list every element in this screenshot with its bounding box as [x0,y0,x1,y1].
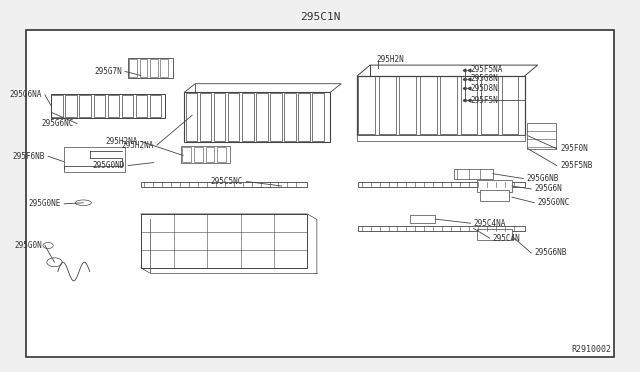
Text: 295G6NB: 295G6NB [534,248,567,257]
Bar [228,93,239,141]
Bar [477,180,512,192]
Bar [480,190,509,201]
Bar [205,147,214,162]
Bar [184,92,330,142]
Ellipse shape [76,200,92,205]
Bar [477,229,512,240]
Text: R2910002: R2910002 [572,345,611,354]
Bar [141,214,307,268]
Text: 295G8N: 295G8N [470,74,498,83]
Bar [399,76,416,134]
Circle shape [47,258,62,267]
Text: 295G6NC: 295G6NC [42,119,74,128]
Bar [129,59,137,77]
Bar [186,93,197,141]
Bar [481,76,498,134]
Bar [150,59,157,77]
Bar [140,59,147,77]
Text: 295F5NB: 295F5NB [560,161,593,170]
Bar [440,76,457,134]
Bar [358,182,525,187]
Bar [461,76,477,134]
Bar [358,76,375,134]
Bar [93,95,105,117]
Bar [141,182,307,187]
Bar [270,93,282,141]
Bar [420,76,436,134]
Bar [379,76,396,134]
FancyBboxPatch shape [26,30,614,357]
Bar [108,95,119,117]
Text: 295G0ND: 295G0ND [93,161,125,170]
Bar [200,93,211,141]
Bar [51,94,165,118]
Text: 295H2NA: 295H2NA [106,137,138,146]
Text: 295G0N: 295G0N [14,241,42,250]
Text: 295H2N: 295H2N [376,55,404,64]
Bar [64,147,125,172]
Bar [136,95,147,117]
Bar [502,76,518,134]
Bar [181,146,230,163]
Bar [357,76,525,135]
Text: 295G6NA: 295G6NA [10,90,42,99]
Bar [182,147,191,162]
Bar [194,147,203,162]
Bar [284,93,296,141]
Text: 295C1N: 295C1N [300,12,340,22]
Text: 295C4NA: 295C4NA [474,219,506,228]
Text: 295C5NC: 295C5NC [211,177,243,186]
Bar [242,93,253,141]
Bar [160,59,168,77]
Text: 295D8N: 295D8N [470,84,498,93]
Bar [214,93,225,141]
Bar [454,169,493,179]
Bar [65,95,77,117]
Bar [150,95,161,117]
Bar [122,95,133,117]
Text: 295C4N: 295C4N [493,234,520,243]
Bar [79,95,91,117]
Bar [298,93,310,141]
Bar [256,93,268,141]
Bar [357,135,525,141]
Text: 295F5NA: 295F5NA [470,65,503,74]
Bar [358,226,525,231]
Bar [128,58,173,78]
Bar [527,123,556,149]
Bar [217,147,226,162]
Text: 295G6N: 295G6N [534,185,562,193]
Text: 295G7N: 295G7N [94,67,122,76]
Text: 295G6NB: 295G6NB [527,174,559,183]
Bar [312,93,324,141]
Bar [51,95,63,117]
Bar [410,215,435,223]
Text: 295G0NC: 295G0NC [538,198,570,207]
Text: 295F0N: 295F0N [560,144,588,153]
Circle shape [43,243,53,248]
Text: 295F5N: 295F5N [470,96,498,105]
Text: 295H2NA: 295H2NA [122,141,154,150]
Text: 295F6NB: 295F6NB [13,152,45,161]
Text: 295G0NE: 295G0NE [29,199,61,208]
